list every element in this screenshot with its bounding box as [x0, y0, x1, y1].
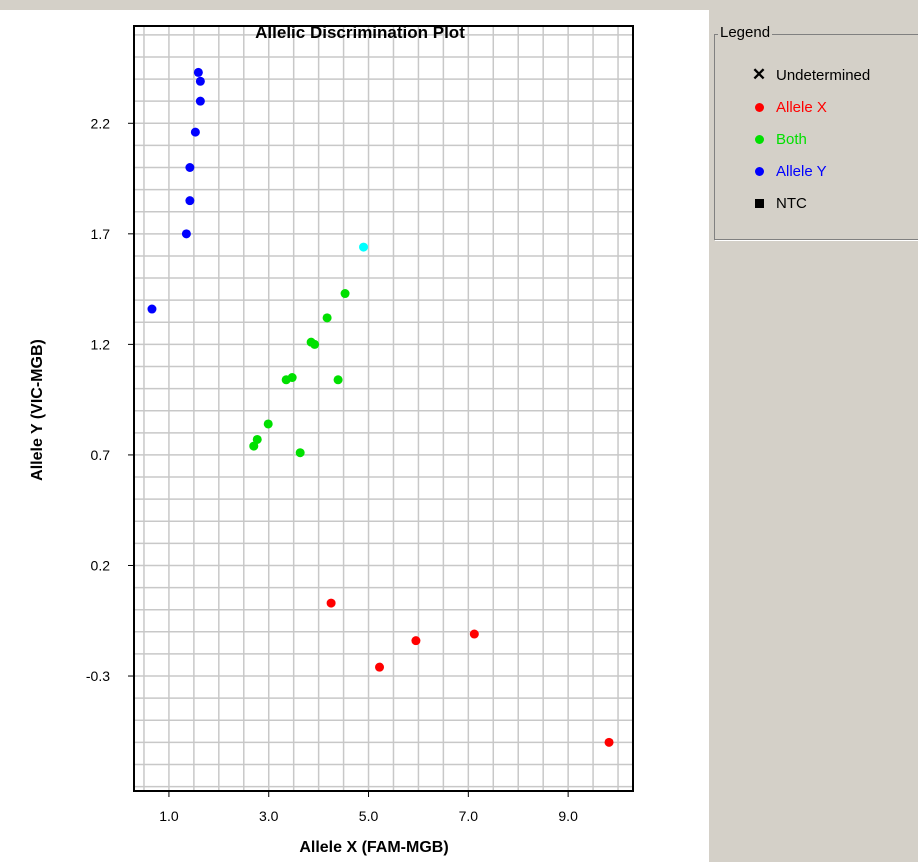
- y-tick-label: -0.3: [86, 668, 110, 684]
- x-axis-label: Allele X (FAM-MGB): [299, 839, 448, 856]
- x-tick-label: 5.0: [359, 808, 379, 824]
- data-point: [281, 375, 291, 385]
- y-axis-label: Allele Y (VIC-MGB): [29, 339, 46, 481]
- grid-layer: [134, 26, 633, 791]
- data-point: [375, 662, 385, 672]
- data-point: [195, 76, 205, 86]
- data-point: [190, 127, 200, 137]
- green-dot-icon: [752, 132, 766, 146]
- data-point: [322, 313, 332, 323]
- data-point: [252, 434, 262, 444]
- y-tick-label: 1.7: [91, 226, 111, 242]
- legend-title: Legend: [718, 24, 773, 41]
- data-point: [310, 339, 320, 349]
- x-tick-label: 3.0: [259, 808, 279, 824]
- x-tick-label: 1.0: [159, 808, 179, 824]
- y-tick-label: 0.7: [91, 447, 111, 463]
- legend-item-ntc: NTC: [752, 193, 807, 213]
- black-square-icon: [752, 196, 766, 210]
- x-tick-label: 9.0: [558, 808, 578, 824]
- legend-label-allele-y: Allele Y: [776, 162, 827, 180]
- data-point: [185, 163, 195, 173]
- point-layer: [147, 67, 614, 747]
- legend-item-allele-y: Allele Y: [752, 161, 827, 181]
- legend-item-both: Both: [752, 129, 807, 149]
- legend-item-allele-x: Allele X: [752, 97, 827, 117]
- allelic-discrimination-chart: 1.0 3.0 5.0 7.0 9.0 -0.3 0.2 0.7 1.2 1.7 2.2 Allel…: [29, 23, 634, 856]
- tick-layer: 1.0 3.0 5.0 7.0 9.0 -0.3 0.2 0.7 1.2 1.7 2.2: [86, 115, 578, 824]
- data-point: [340, 289, 350, 299]
- red-dot-icon: [752, 100, 766, 114]
- legend-label-undetermined: Undetermined: [776, 66, 871, 84]
- plot-frame: [133, 25, 634, 792]
- data-point: [326, 598, 336, 608]
- data-point: [333, 375, 343, 385]
- chart-title: Allelic Discrimination Plot: [255, 23, 465, 42]
- blue-dot-icon: [752, 164, 766, 178]
- top-window-strip: [0, 0, 918, 10]
- legend-label-both: Both: [776, 130, 807, 148]
- data-point: [249, 441, 259, 451]
- data-point: [181, 229, 191, 239]
- x-tick-label: 7.0: [459, 808, 479, 824]
- data-point: [604, 737, 614, 747]
- legend-item-undetermined: ✕ Undetermined: [752, 65, 870, 85]
- data-point: [411, 636, 421, 646]
- data-point: [469, 629, 479, 639]
- y-tick-label: 2.2: [91, 115, 111, 131]
- data-point: [263, 419, 273, 429]
- data-point: [185, 196, 195, 206]
- y-tick-label: 0.2: [91, 557, 111, 573]
- data-point: [195, 96, 205, 106]
- data-point: [359, 242, 369, 252]
- y-tick-label: 1.2: [91, 336, 111, 352]
- legend-groupbox: [714, 34, 918, 240]
- legend-label-allele-x: Allele X: [776, 98, 827, 116]
- legend-panel: [709, 10, 918, 862]
- data-point: [295, 448, 305, 458]
- x-mark-icon: ✕: [751, 65, 767, 84]
- legend-label-ntc: NTC: [776, 194, 807, 212]
- data-point: [147, 304, 157, 314]
- data-point: [193, 67, 203, 77]
